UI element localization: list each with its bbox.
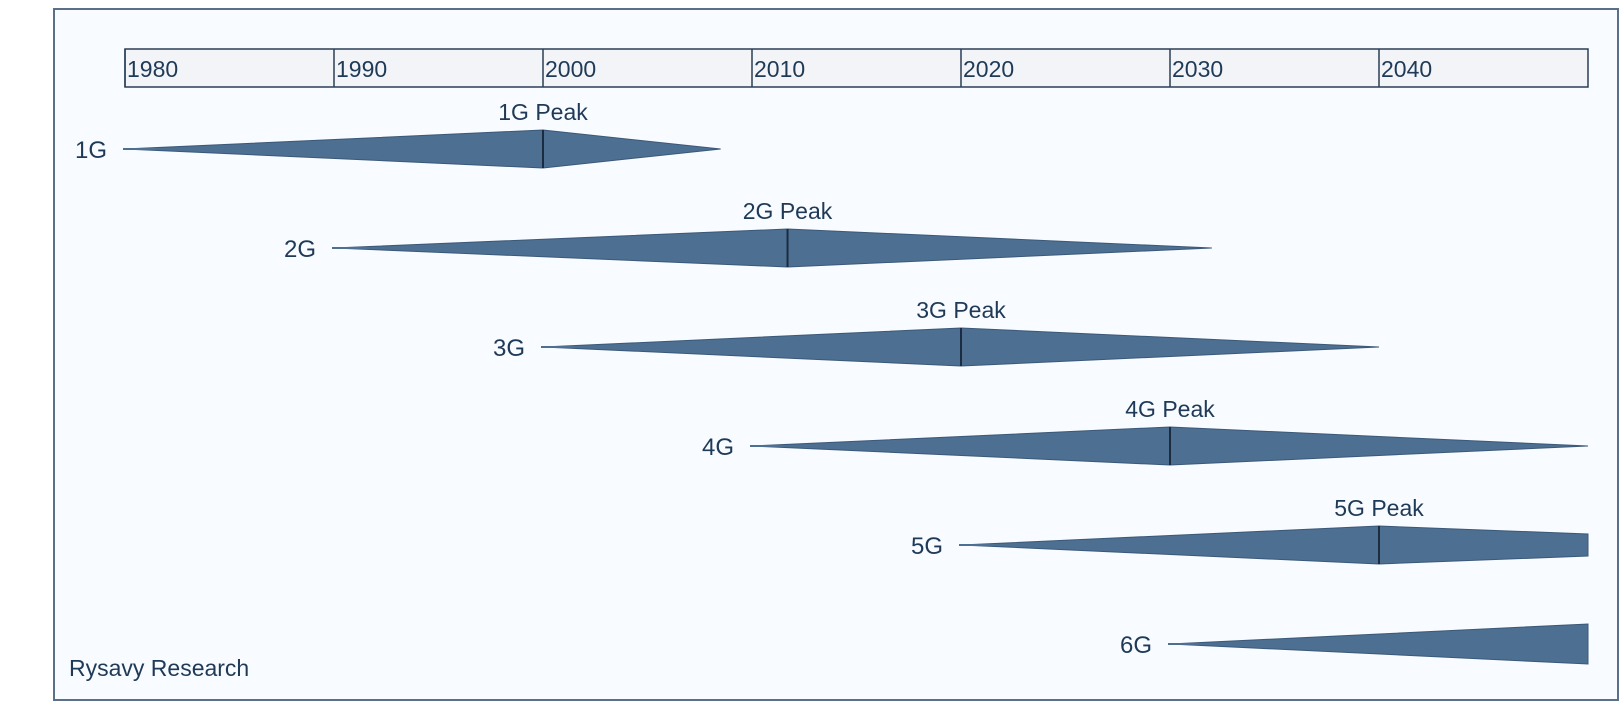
series-shape-1G [124, 129, 721, 169]
series-label-1G: 1G [75, 137, 107, 164]
series-peak-label-3G: 3G Peak [916, 297, 1006, 323]
axis-tick-label-2010: 2010 [754, 56, 805, 82]
series-peak-label-4G: 4G Peak [1125, 396, 1215, 422]
series-label-3G: 3G [493, 335, 525, 362]
axis-tick-label-1980: 1980 [127, 56, 178, 82]
axis-tick-label-2040: 2040 [1381, 56, 1432, 82]
series-shape-6G [1169, 623, 1589, 665]
axis-band [124, 48, 1589, 88]
axis-tick-label-2030: 2030 [1172, 56, 1223, 82]
series-shape-5G [960, 525, 1589, 565]
series-peak-label-1G: 1G Peak [498, 99, 588, 125]
series-label-5G: 5G [911, 533, 943, 560]
source-credit: Rysavy Research [69, 655, 250, 681]
series-shape-2G [333, 228, 1212, 268]
axis-tick-label-2000: 2000 [545, 56, 596, 82]
year-axis: 1980 1990 2000 2010 2020 2030 2040 [124, 48, 1589, 88]
series-label-6G: 6G [1120, 632, 1152, 659]
series-peak-label-2G: 2G Peak [743, 198, 833, 224]
generation-series: 1G Peak 1G 2G Peak 2G 3G Peak 3G 4G Peak 4G 5G P… [75, 99, 1589, 665]
series-peak-label-5G: 5G Peak [1334, 495, 1424, 521]
series-label-2G: 2G [284, 236, 316, 263]
series-label-4G: 4G [702, 434, 734, 461]
axis-tick-label-2020: 2020 [963, 56, 1014, 82]
axis-tick-label-1990: 1990 [336, 56, 387, 82]
